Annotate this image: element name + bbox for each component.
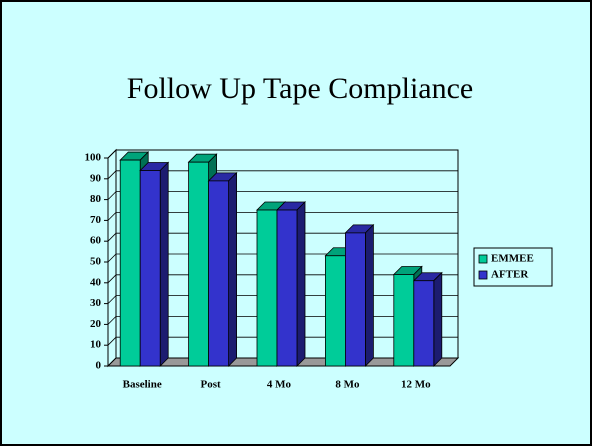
chart-title: Follow Up Tape Compliance [127,72,473,105]
y-tick-label: 10 [90,339,102,351]
bar-front [324,255,346,367]
bar-front [119,159,141,367]
y-tick-label: 90 [90,172,102,184]
legend-label: AFTER [491,269,529,281]
y-tick-label: 60 [90,235,102,247]
bar-front [393,274,415,367]
bar [207,171,238,367]
legend-swatch [478,270,488,280]
grid-line [107,232,458,242]
bar [412,271,443,367]
bar-side [159,161,169,367]
x-tick-label: Post [201,379,222,391]
bar-front [188,161,210,367]
grid-line [107,211,458,221]
x-tick-label: 4 Mo [267,379,292,391]
y-tick-label: 20 [90,318,102,330]
bar-side [296,201,306,367]
bar-side [228,171,238,367]
x-tick-label: 12 Mo [401,379,431,391]
bar [344,223,375,367]
legend-swatch [478,254,488,264]
y-tick-label: 100 [85,152,102,164]
y-tick-label: 30 [90,297,102,309]
bar-front [139,170,161,367]
y-tick-label: 40 [90,276,102,288]
grid-line [107,170,458,180]
bar-front [208,180,230,367]
y-tick-label: 80 [90,193,102,205]
bar [139,161,170,367]
y-tick-label: 0 [96,360,102,372]
grid-line [107,191,458,200]
x-tick-label: 8 Mo [335,379,360,391]
bar-side [433,271,443,367]
bar-front [256,209,278,367]
legend-label: EMMEE [491,253,534,265]
grid-line [107,149,458,159]
y-tick-label: 70 [90,214,102,226]
x-tick-label: Baseline [123,379,162,391]
bar [276,201,306,367]
bar-front [413,280,435,367]
bar-front [344,232,366,367]
legend-box [473,247,553,287]
bar-side [364,223,374,367]
bar-front [276,209,298,367]
y-tick-label: 50 [90,256,102,268]
